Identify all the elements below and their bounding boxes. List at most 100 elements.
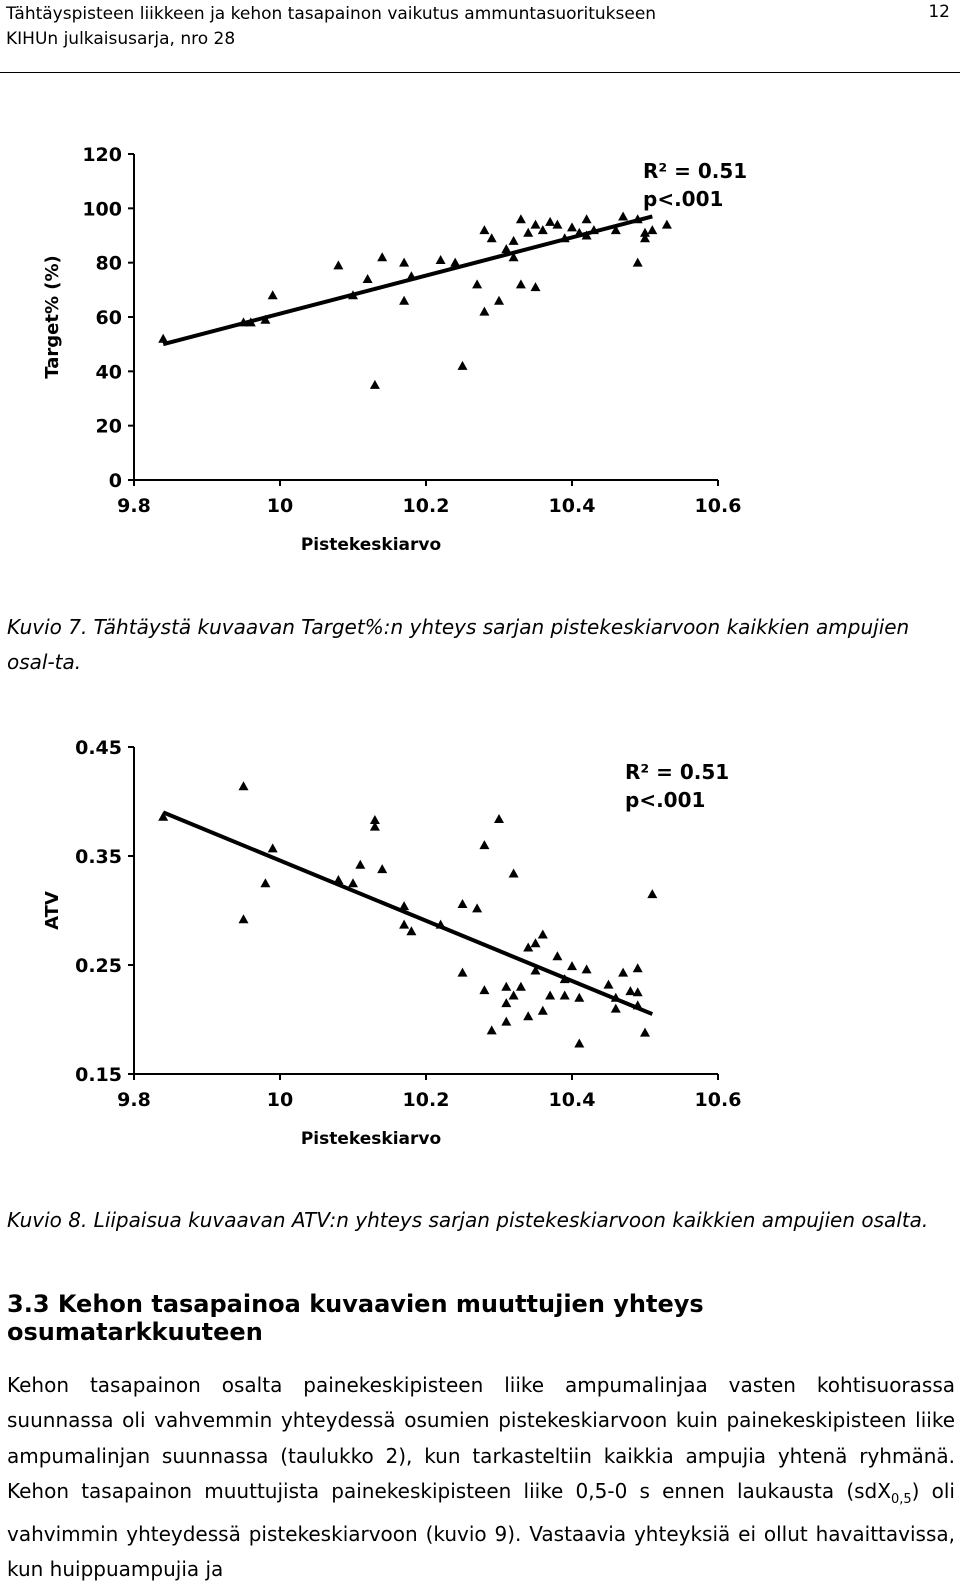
- header-series: KIHUn julkaisusarja, nro 28: [6, 29, 236, 49]
- data-point-triangle: [610, 1003, 621, 1013]
- header-title: Tähtäyspisteen liikkeen ja kehon tasapai…: [6, 4, 657, 24]
- data-point-triangle: [618, 967, 629, 977]
- x-axis-label: Pistekeskiarvo: [301, 1129, 441, 1149]
- running-header: Tähtäyspisteen liikkeen ja kehon tasapai…: [6, 2, 656, 52]
- y-tick-label: 0.25: [75, 955, 122, 977]
- trend-line: [162, 810, 654, 1016]
- data-point-triangle: [559, 990, 570, 1000]
- data-point-triangle: [399, 257, 410, 267]
- p-value-annotation: p<.001: [625, 788, 705, 812]
- data-point-triangle: [369, 379, 380, 389]
- data-point-triangle: [508, 990, 519, 1000]
- data-point-triangle: [501, 244, 512, 254]
- target-scatter-chart: 0 20 40 60 80 100 120 9.8 10 10.2 10.4 10.6 Pistekes…: [42, 144, 747, 555]
- x-tick-label: 10.2: [403, 1089, 450, 1111]
- header-rule: [0, 72, 960, 73]
- data-point-triangle: [515, 981, 526, 991]
- data-point-triangle: [523, 1011, 534, 1021]
- data-point-triangle: [632, 963, 643, 973]
- data-point-triangle: [450, 257, 461, 267]
- data-point-triangle: [486, 233, 497, 243]
- data-point-triangle: [267, 843, 278, 853]
- data-point-triangle: [523, 942, 534, 952]
- data-point-triangle: [355, 859, 366, 869]
- data-point-triangle: [260, 878, 271, 888]
- paragraph-subscript: 0,5: [890, 1491, 912, 1507]
- data-point-triangle: [333, 260, 344, 270]
- data-point-triangle: [574, 1038, 585, 1048]
- y-tick-label: 0: [109, 470, 122, 492]
- figure8-caption: Kuvio 8. Liipaisua kuvaavan ATV:n yhteys…: [7, 1208, 929, 1232]
- data-point-triangle: [399, 901, 410, 911]
- data-point-triangle: [479, 306, 490, 316]
- data-point-triangle: [457, 898, 468, 908]
- y-tick-label: 40: [96, 361, 122, 383]
- data-point-triangle: [647, 889, 658, 899]
- data-point-triangle: [238, 781, 249, 791]
- data-point-triangle: [479, 225, 490, 235]
- data-point-triangle: [406, 926, 417, 936]
- data-point-triangle: [530, 219, 541, 229]
- data-point-triangle: [567, 961, 577, 971]
- data-point-triangle: [435, 254, 446, 264]
- data-point-triangle: [640, 227, 650, 237]
- x-tick-label: 10.4: [549, 1089, 596, 1111]
- x-tick-label: 10.6: [695, 495, 742, 517]
- x-tick-label: 10: [267, 495, 293, 517]
- y-axis-label: ATV: [42, 891, 63, 930]
- data-point-triangle: [158, 811, 169, 821]
- data-point-triangle: [661, 219, 672, 229]
- p-value-annotation: p<.001: [643, 187, 723, 211]
- data-point-triangle: [508, 868, 519, 878]
- data-point-triangle: [369, 815, 380, 825]
- r-squared-annotation: R² = 0.51: [625, 760, 729, 784]
- data-point-triangle: [399, 295, 410, 305]
- data-point-triangle: [537, 1005, 548, 1015]
- x-tick-label: 9.8: [117, 1089, 151, 1111]
- data-point-triangle: [494, 813, 504, 823]
- r-squared-annotation: R² = 0.51: [643, 159, 747, 183]
- y-tick-label: 60: [96, 307, 122, 329]
- data-point-triangle: [640, 1027, 650, 1037]
- y-tick-label: 0.45: [75, 737, 122, 759]
- data-point-triangle: [472, 903, 483, 913]
- data-point-triangle: [552, 951, 563, 961]
- data-point-triangle: [581, 214, 592, 224]
- data-point-triangle: [479, 985, 490, 995]
- y-tick-label: 0.15: [75, 1064, 122, 1086]
- data-point-triangle: [348, 878, 358, 888]
- data-point-triangle: [530, 282, 541, 292]
- data-point-triangle: [515, 214, 526, 224]
- atv-scatter-chart: 0.15 0.25 0.35 0.45 9.8 10 10.2 10.4 10.6 Pisteke…: [42, 737, 741, 1149]
- x-tick-label: 9.8: [117, 495, 151, 517]
- data-point-triangle: [501, 998, 512, 1008]
- data-point-triangle: [369, 821, 380, 831]
- data-point-triangle: [457, 967, 468, 977]
- y-axis-label: Target% (%): [42, 255, 63, 378]
- data-point-triangle: [267, 290, 278, 300]
- data-point-triangle: [603, 979, 614, 989]
- data-point-triangle: [632, 987, 643, 997]
- data-point-triangle: [618, 211, 629, 221]
- data-point-triangle: [574, 992, 585, 1002]
- data-point-triangle: [515, 279, 526, 289]
- data-point-triangle: [567, 222, 577, 232]
- data-point-triangle: [479, 840, 490, 850]
- data-point-triangle: [501, 1016, 512, 1026]
- page-number: 12: [928, 2, 950, 22]
- data-point-triangle: [537, 225, 548, 235]
- data-point-triangle: [530, 965, 541, 975]
- y-tick-label: 0.35: [75, 846, 122, 868]
- data-point-triangle: [581, 964, 592, 974]
- data-point-triangle: [552, 219, 563, 229]
- data-point-triangle: [545, 216, 556, 226]
- x-tick-label: 10.4: [549, 495, 596, 517]
- data-point-triangle: [377, 252, 388, 262]
- y-tick-label: 20: [96, 416, 122, 438]
- data-point-triangle: [501, 981, 512, 991]
- data-point-triangle: [625, 986, 636, 996]
- body-paragraph: Kehon tasapainon osalta painekeskipistee…: [7, 1368, 955, 1588]
- figure7-caption: Kuvio 7. Tähtäystä kuvaavan Target%:n yh…: [7, 615, 910, 674]
- data-point-triangle: [508, 235, 519, 245]
- x-tick-label: 10.2: [403, 495, 450, 517]
